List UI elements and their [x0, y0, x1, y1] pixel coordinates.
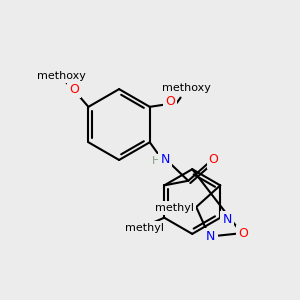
- Text: O: O: [165, 95, 175, 108]
- Text: methyl: methyl: [125, 223, 164, 233]
- Text: N: N: [223, 213, 232, 226]
- Text: O: O: [238, 227, 248, 240]
- Text: methoxy: methoxy: [162, 82, 211, 93]
- Text: O: O: [69, 82, 79, 96]
- Text: methoxy: methoxy: [37, 71, 86, 81]
- Text: O: O: [209, 154, 219, 166]
- Text: H: H: [152, 156, 160, 166]
- Text: N: N: [160, 153, 170, 166]
- Text: N: N: [206, 230, 216, 243]
- Text: methyl: methyl: [155, 203, 194, 213]
